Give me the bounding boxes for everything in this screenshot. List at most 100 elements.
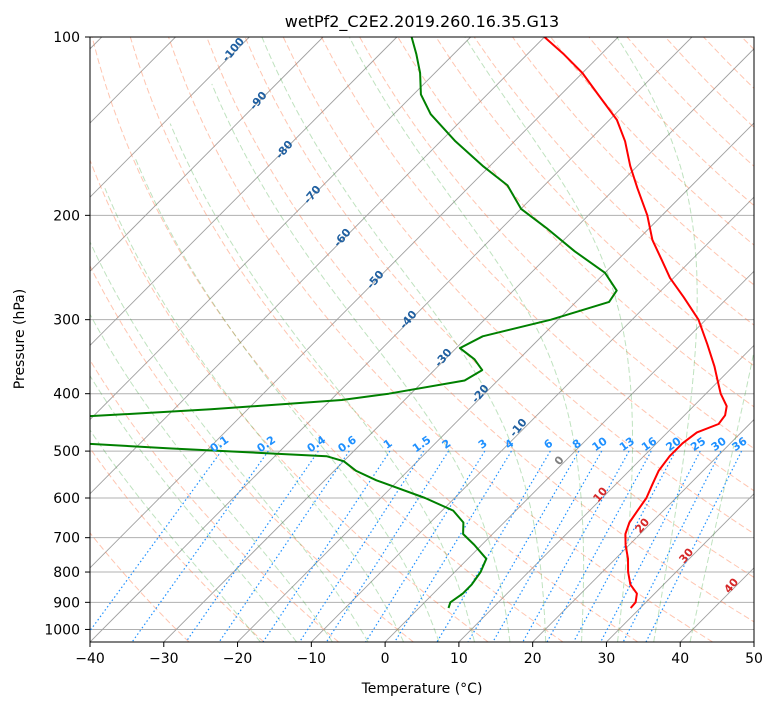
- mixing-ratio-line: [365, 450, 486, 642]
- x-tick-label: 40: [671, 651, 689, 667]
- y-tick-label: 900: [53, 595, 80, 611]
- mixing-ratio-line: [131, 450, 269, 642]
- background-lines: [90, 37, 754, 642]
- isotherm-line: [237, 122, 754, 642]
- moist-adiabat-line: [90, 240, 369, 642]
- y-tick-label: 300: [53, 313, 80, 329]
- x-tick-label: −20: [223, 651, 253, 667]
- adiabat-label: -30: [432, 346, 455, 370]
- x-tick-label: −10: [297, 651, 327, 667]
- series-line: [543, 37, 728, 609]
- adiabat-label: -10: [507, 416, 530, 440]
- mixing-ratio-line: [467, 450, 580, 642]
- data-lines: [90, 37, 728, 609]
- y-tick-label: 200: [53, 208, 80, 224]
- dry-adiabat-line: [129, 37, 639, 642]
- isotherm-line: [90, 37, 693, 642]
- x-axis: −40 −30 −20 −10 0 10 20 30 40 50: [75, 642, 763, 667]
- adiabat-label: -20: [469, 382, 492, 406]
- x-tick-label: −40: [75, 651, 105, 667]
- mixing-ratio-line: [522, 450, 630, 642]
- y-tick-label: 100: [53, 30, 80, 46]
- y-tick-label: 500: [53, 444, 80, 460]
- dry-adiabat-line: [90, 359, 339, 642]
- dry-adiabat-line: [512, 37, 754, 286]
- isotherm-line: [606, 493, 754, 642]
- isotherm-line: [90, 37, 398, 347]
- mixing-ratio-line: [492, 450, 603, 642]
- isotherm-line: [458, 344, 754, 642]
- adiabat-label: 10: [590, 484, 610, 504]
- mixing-ratio-label: 3: [476, 437, 490, 452]
- mixing-ratio-label: 1: [381, 437, 395, 452]
- dry-adiabat-line: [244, 37, 754, 578]
- mixing-ratio-line: [573, 450, 677, 642]
- adiabat-label: -50: [364, 268, 387, 292]
- mixing-ratio-label: 4: [503, 437, 517, 452]
- dry-adiabat-line: [397, 37, 754, 408]
- dry-adiabat-line: [90, 447, 265, 642]
- dry-adiabat-line: [90, 264, 414, 642]
- y-tick-label: 800: [53, 565, 80, 581]
- adiabat-label: -40: [397, 308, 420, 332]
- moist-adiabat-line: [169, 123, 475, 642]
- dry-adiabat-line: [320, 37, 754, 492]
- isotherm-line: [90, 37, 324, 272]
- dry-adiabat-line: [626, 37, 754, 167]
- adiabat-label: -70: [301, 183, 324, 207]
- dry-adiabat-line: [435, 37, 754, 367]
- moist-adiabat-line: [134, 157, 440, 642]
- moist-adiabat-line: [261, 37, 547, 642]
- x-tick-label: 10: [450, 651, 468, 667]
- chart-title: wetPf2_C2E2.2019.260.16.35.G13: [285, 12, 559, 32]
- isotherm-line: [679, 567, 754, 642]
- moist-adiabat-line: [616, 37, 698, 642]
- adiabat-label: -60: [331, 226, 354, 250]
- isotherm-line: [163, 48, 754, 642]
- isotherm-line: [90, 37, 619, 569]
- x-axis-label: Temperature (°C): [361, 681, 483, 697]
- mixing-ratio-label: 1.5: [410, 433, 433, 455]
- dry-adiabat-line: [90, 158, 489, 642]
- mixing-ratio-line: [218, 450, 350, 642]
- adiabat-label: -100: [219, 35, 247, 65]
- isotherm-line: [532, 418, 754, 642]
- adiabat-label: 40: [721, 575, 741, 595]
- isotherm-line: [311, 196, 754, 642]
- dry-adiabat-line: [91, 37, 564, 642]
- mixing-ratio-line: [90, 450, 222, 632]
- adiabat-label: 20: [632, 515, 652, 535]
- adiabat-label: -90: [247, 89, 270, 113]
- x-tick-label: 0: [381, 651, 390, 667]
- dry-adiabat-line: [473, 37, 754, 326]
- plot-frame: [89, 36, 755, 643]
- y-axis: 100 200 300 400 500 600 700 800 900 1000: [44, 30, 90, 638]
- mixing-ratio-label: 6: [541, 437, 555, 452]
- moist-adiabat-line: [90, 313, 333, 642]
- y-tick-label: 1000: [44, 622, 80, 638]
- y-tick-label: 600: [53, 491, 80, 507]
- mixing-ratio-label: 0.6: [336, 433, 360, 455]
- isotherm-line: [90, 37, 250, 198]
- y-axis-label: Pressure (hPa): [12, 289, 28, 389]
- moist-adiabat-line: [90, 374, 297, 642]
- x-tick-label: 20: [524, 651, 542, 667]
- adiabat-label: 0: [552, 453, 567, 467]
- dry-adiabat-line: [206, 37, 754, 623]
- mixing-ratio-line: [546, 450, 652, 642]
- moist-adiabat-line: [211, 83, 511, 642]
- mixing-ratio-line: [394, 450, 512, 642]
- mixing-ratio-line: [299, 450, 425, 642]
- mixing-ratio-label: 0.4: [305, 433, 329, 455]
- mixing-ratio-line: [185, 450, 319, 642]
- isotherm-line: [753, 641, 754, 642]
- dry-adiabat-line: [168, 37, 713, 642]
- x-tick-label: 30: [598, 651, 616, 667]
- moist-adiabat-line: [689, 349, 754, 642]
- isotherm-line: [90, 37, 545, 495]
- dry-adiabat-line: [741, 37, 754, 51]
- dry-adiabat-line: [282, 37, 754, 535]
- dry-adiabat-line: [550, 37, 754, 246]
- x-tick-label: 50: [745, 651, 763, 667]
